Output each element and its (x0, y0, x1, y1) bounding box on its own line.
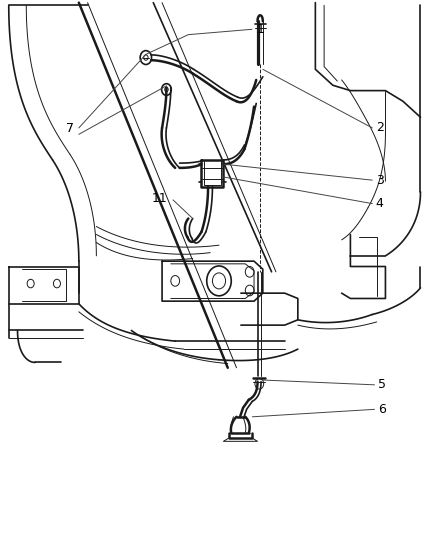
Text: 4: 4 (376, 197, 384, 210)
Text: 7: 7 (67, 123, 74, 135)
Text: 6: 6 (378, 403, 386, 416)
Text: 11: 11 (152, 192, 168, 205)
Text: 5: 5 (378, 378, 386, 391)
Text: 2: 2 (376, 122, 384, 134)
Text: 1: 1 (256, 23, 264, 36)
Text: 3: 3 (376, 174, 384, 187)
